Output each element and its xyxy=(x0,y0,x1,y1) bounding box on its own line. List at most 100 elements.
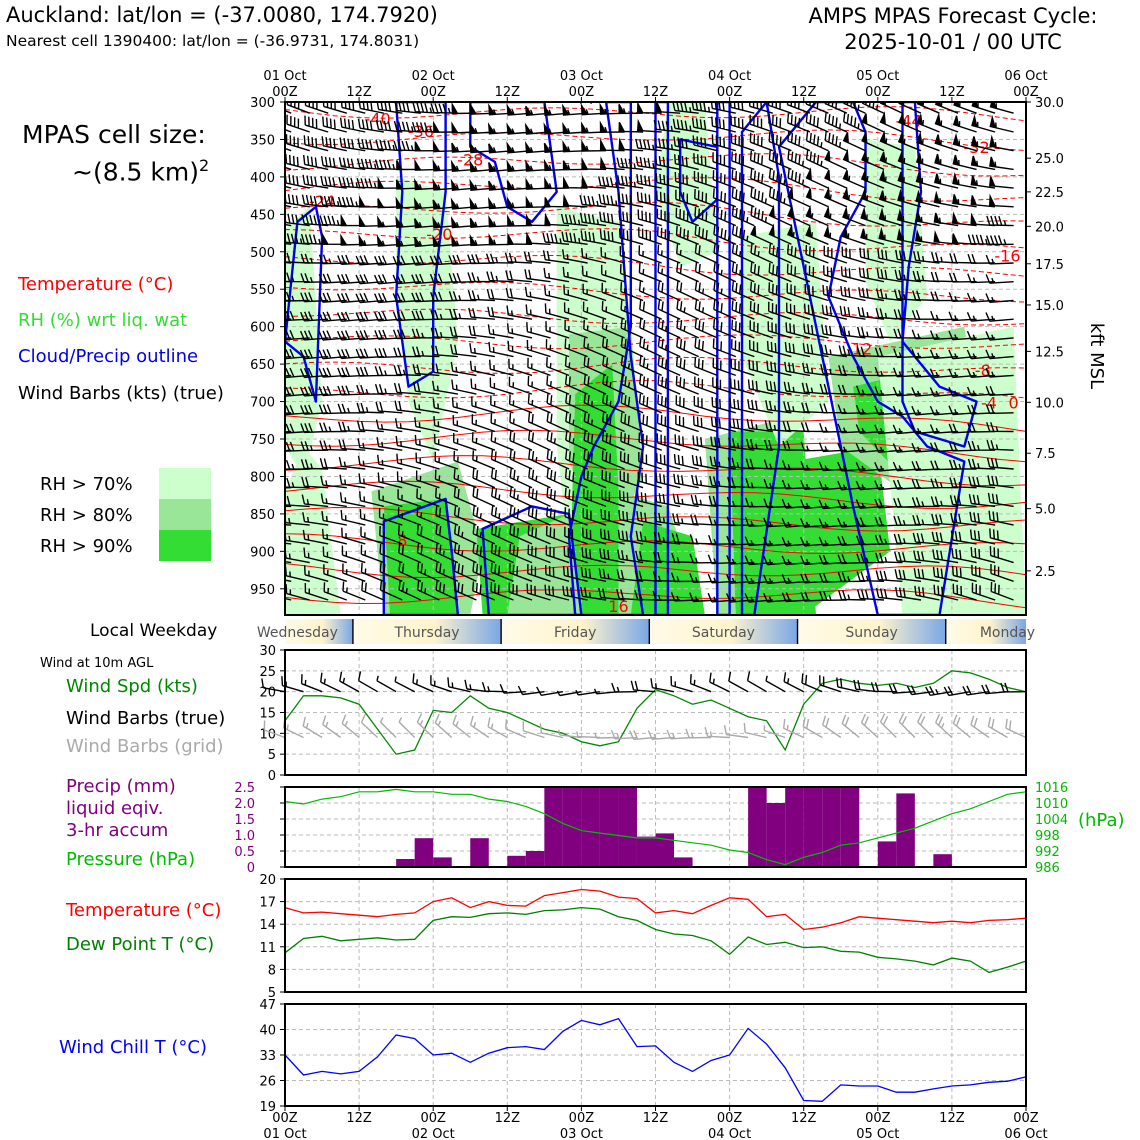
cross-barb-1079 xyxy=(990,581,1014,601)
cross-barb-836 xyxy=(819,590,847,601)
cross-barb-149 xyxy=(355,366,384,377)
cross-barb-767 xyxy=(786,302,811,320)
cross-barb-818 xyxy=(823,245,848,264)
cross-barb-864 xyxy=(861,102,885,114)
temp-ytick-label-4: 17 xyxy=(259,896,276,911)
cross-barb-162 xyxy=(376,102,403,114)
cross-barb-227 xyxy=(411,310,440,321)
cross-barb-512 xyxy=(598,587,625,601)
cross-barb-528 xyxy=(620,374,644,395)
cross-barb-47 xyxy=(285,477,310,489)
cross-barb-495 xyxy=(601,264,625,283)
cross-barb-791 xyxy=(805,244,829,264)
cross-barb-980 xyxy=(931,252,959,264)
cross-barb-612 xyxy=(674,434,699,451)
cross-ytick-right-label-8: 7.5 xyxy=(1035,447,1056,462)
precip-bar-12 xyxy=(507,855,526,867)
rh-shade-4 xyxy=(383,498,458,615)
cross-barb-683 xyxy=(731,243,755,264)
cross-barb-830 xyxy=(818,480,847,491)
cell-size-exponent: 2 xyxy=(199,156,210,175)
cross-barb-465 xyxy=(579,212,607,227)
cross-barb-128 xyxy=(339,474,366,489)
cross-barb-922 xyxy=(897,171,922,189)
cross-barb-692 xyxy=(728,417,755,433)
rh-shade-1 xyxy=(285,446,341,615)
cross-barb-546 xyxy=(637,209,662,227)
cross-barb-863 xyxy=(838,590,866,601)
cross-barb-370 xyxy=(509,449,533,470)
cross-barb-667 xyxy=(709,456,736,470)
cross-barb-258 xyxy=(432,380,459,395)
cross-barb-311 xyxy=(469,360,496,377)
weekday-name-4: Sunday xyxy=(845,625,897,641)
cross-barb-680 xyxy=(731,187,755,208)
cross-barb-873 xyxy=(858,267,885,283)
precip-bar-27 xyxy=(785,787,804,867)
cross-barb-1023 xyxy=(951,548,977,564)
cross-barb-599 xyxy=(675,189,699,208)
cross-barb-656 xyxy=(713,243,737,264)
cross-barb-786 xyxy=(805,149,829,171)
wind-barb-true-24 xyxy=(709,672,730,693)
wind-ytick-label-1: 5 xyxy=(268,748,276,763)
cross-barb-733 xyxy=(768,168,792,189)
cross-barb-885 xyxy=(855,499,885,509)
cross-barb-121 xyxy=(337,348,366,360)
cross-barb-1035 xyxy=(967,273,996,284)
cross-barb-899 xyxy=(877,248,903,264)
cross-barb-233 xyxy=(414,417,440,433)
cross-barb-902 xyxy=(875,308,903,320)
cross-barb-543 xyxy=(635,156,662,171)
cross-barb-628 xyxy=(694,225,718,245)
cross-barb-505 xyxy=(601,450,625,470)
wind-barb-grid-13 xyxy=(505,719,527,739)
precip-label: Precip (mm) xyxy=(66,776,176,797)
cross-barb-313 xyxy=(471,396,496,414)
cross-barb-345 xyxy=(491,486,514,508)
cross-barb-924 xyxy=(896,208,922,227)
wind-barb-grid-2 xyxy=(302,716,323,739)
cross-barb-561 xyxy=(636,491,662,508)
cross-barb-448 xyxy=(565,393,588,414)
cross-barb-279 xyxy=(448,272,477,283)
cross-barb-645 xyxy=(689,553,718,564)
cross-barb-720 xyxy=(746,438,773,451)
cross-barb-550 xyxy=(638,281,662,302)
cross-barb-1027 xyxy=(971,114,996,133)
cross-barb-411 xyxy=(544,212,570,227)
cross-barb-914 xyxy=(874,534,903,545)
cross-ytick-right-label-3: 20.0 xyxy=(1035,220,1064,235)
cell-size-value-text: ~(8.5 km) xyxy=(72,157,199,187)
cross-barb-416 xyxy=(544,303,570,320)
cross-barb-996 xyxy=(932,549,959,564)
windchill-panel: 19 26 33 40 47 xyxy=(259,998,1027,1115)
cross-barb-80 xyxy=(304,583,329,601)
cross-barb-177 xyxy=(374,384,403,395)
cross-barb-982 xyxy=(930,291,959,302)
cross-barb-389 xyxy=(525,304,551,320)
cross-barb-883 xyxy=(855,462,885,472)
legend-rh: RH (%) wrt liq. wat xyxy=(18,310,188,331)
cross-barb-740 xyxy=(768,301,792,320)
top-tick-hour-5: 12Z xyxy=(643,85,669,100)
cross-barb-455 xyxy=(564,526,588,545)
cross-barb-478 xyxy=(583,449,607,470)
cross-barb-611 xyxy=(675,414,699,433)
cross-barb-985 xyxy=(929,349,959,360)
cross-barb-203 xyxy=(393,365,421,377)
cross-barb-697 xyxy=(726,516,755,527)
cross-barb-67 xyxy=(299,349,329,360)
cross-barb-527 xyxy=(620,355,644,377)
cross-barb-1028 xyxy=(970,136,996,152)
wind-barb-true-9 xyxy=(430,675,452,693)
cross-barb-263 xyxy=(434,469,459,489)
cross-barb-802 xyxy=(800,461,829,471)
cross-barb-231 xyxy=(412,381,440,395)
cross-barb-367 xyxy=(508,394,533,414)
cross-barb-454 xyxy=(564,507,588,526)
cross-barb-712 xyxy=(750,281,774,302)
cross-barb-704 xyxy=(749,132,774,152)
cross-barb-463 xyxy=(581,174,607,189)
